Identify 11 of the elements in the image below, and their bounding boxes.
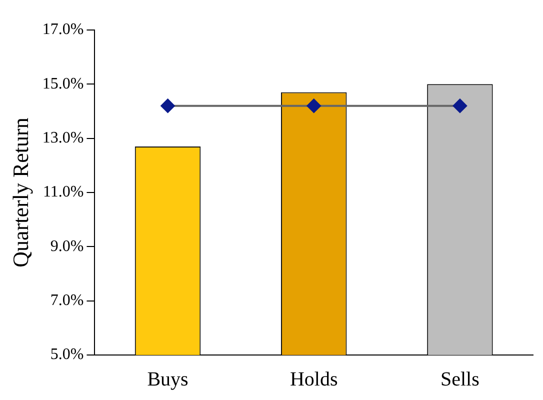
x-tick-label: Sells [440, 368, 480, 390]
y-tick-label: 17.0% [42, 21, 84, 38]
y-tick-label: 15.0% [42, 75, 84, 92]
y-tick-label: 7.0% [50, 292, 84, 310]
y-tick-label: 11.0% [42, 184, 84, 201]
y-axis-title: Quarterly Return [8, 118, 33, 268]
x-tick-label: Holds [290, 368, 338, 390]
x-tick-label: Buys [147, 368, 189, 390]
y-tick-label: 5.0% [50, 346, 84, 364]
y-tick-label: 9.0% [50, 238, 84, 255]
y-tick-label: 13.0% [42, 130, 84, 147]
